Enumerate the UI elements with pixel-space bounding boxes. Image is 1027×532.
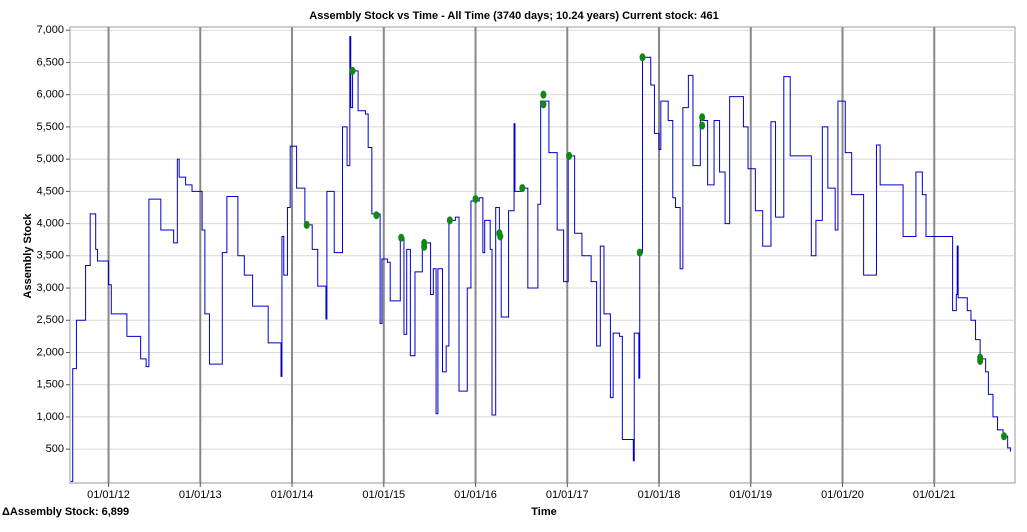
y-tick-label: 2,500 [36, 314, 64, 326]
marker [1000, 432, 1007, 441]
y-tick-label: 7,000 [36, 24, 64, 36]
y-tick-label: 4,500 [36, 185, 64, 197]
marker [540, 90, 547, 99]
y-tick-label: 2,000 [36, 346, 64, 358]
series-line [70, 36, 1011, 482]
marker [699, 113, 706, 122]
marker [699, 121, 706, 130]
marker [497, 232, 504, 241]
marker [636, 248, 643, 257]
x-tick-label: 01/01/17 [546, 489, 589, 501]
y-tick-label: 1,000 [36, 411, 64, 423]
footer: ΔAssembly Stock: 6,899 [2, 506, 129, 518]
x-tick-label: 01/01/12 [87, 489, 130, 501]
marker [349, 66, 356, 75]
y-tick-label: 4,000 [36, 217, 64, 229]
marker [472, 195, 479, 204]
marker [421, 242, 428, 251]
marker [519, 184, 526, 193]
marker [373, 211, 380, 220]
marker [446, 216, 453, 225]
x-axis-label: Time [531, 506, 556, 518]
y-tick-label: 5,000 [36, 153, 64, 165]
marker [303, 220, 310, 229]
x-tick-label: 01/01/19 [729, 489, 772, 501]
marker [566, 151, 573, 160]
y-tick-label: 6,500 [36, 56, 64, 68]
y-tick-label: 500 [46, 443, 64, 455]
y-tick-label: 3,500 [36, 250, 64, 262]
marker [639, 53, 646, 62]
marker [540, 100, 547, 109]
marker [977, 356, 984, 365]
x-tick-label: 01/01/18 [638, 489, 681, 501]
y-axis-label: Assembly Stock [22, 213, 34, 299]
x-tick-label: 01/01/14 [271, 489, 314, 501]
marker [398, 233, 405, 242]
x-tick-label: 01/01/15 [362, 489, 405, 501]
y-tick-label: 3,000 [36, 282, 64, 294]
y-tick-label: 1,500 [36, 379, 64, 391]
x-tick-label: 01/01/13 [179, 489, 222, 501]
y-tick-label: 6,000 [36, 89, 64, 101]
chart-title: Assembly Stock vs Time - All Time (3740 … [309, 10, 718, 22]
y-tick-label: 5,500 [36, 121, 64, 133]
x-tick-label: 01/01/16 [454, 489, 497, 501]
x-tick-label: 01/01/20 [821, 489, 864, 501]
x-tick-label: 01/01/21 [913, 489, 956, 501]
